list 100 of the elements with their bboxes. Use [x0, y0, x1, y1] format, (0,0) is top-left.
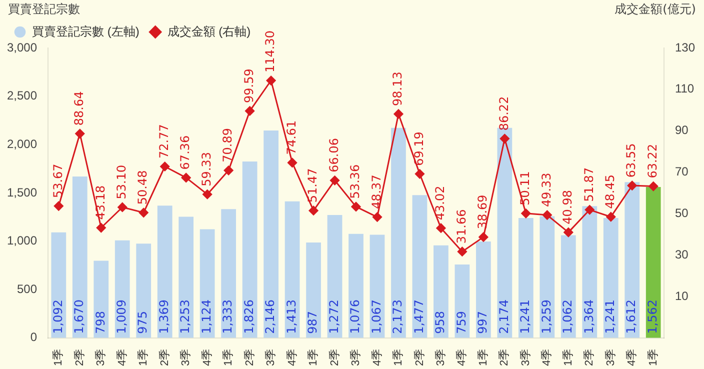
y-tick-label: 500 [17, 282, 38, 296]
data-label: 99.59 [242, 68, 256, 103]
data-label: 1,259 [539, 300, 554, 334]
bar [348, 234, 364, 338]
data-label: 1,369 [156, 300, 171, 334]
point [394, 109, 404, 119]
y2-tick-label: 10 [674, 288, 689, 303]
data-label: 63.55 [624, 143, 638, 178]
y2-tick-label: 70 [674, 164, 689, 179]
point [202, 190, 212, 200]
data-label: 48.37 [369, 174, 384, 210]
bar [94, 260, 109, 338]
x-tick-label: 2季 [498, 348, 511, 366]
y2-tick-label: 130 [674, 40, 696, 54]
data-label: 69.19 [412, 132, 426, 166]
data-label: 1,241 [518, 300, 532, 334]
y-tick-label: 2,500 [7, 88, 38, 103]
y2-tick-label: 50 [674, 206, 689, 220]
bar [136, 244, 152, 338]
point [542, 210, 552, 220]
data-label: 43.02 [433, 186, 448, 220]
x-tick-label: 4季 [115, 348, 128, 366]
point [564, 228, 574, 238]
data-label: 40.98 [560, 190, 575, 224]
x-tick-label: 3季 [349, 348, 362, 366]
y2-tick-label: 30 [674, 247, 689, 262]
data-label: 63.22 [645, 144, 660, 178]
data-label: 1,067 [369, 300, 384, 334]
x-tick-label: 1季 [476, 348, 490, 366]
data-label: 1,670 [72, 300, 86, 334]
point [54, 201, 64, 211]
point [500, 134, 510, 144]
x-tick-label: 4季 [540, 348, 554, 366]
data-label: 98.13 [390, 72, 405, 106]
bar [284, 201, 300, 338]
point [288, 158, 298, 168]
bar [51, 232, 66, 338]
x-tick-label: 4季 [370, 348, 384, 366]
data-label: 49.33 [539, 172, 554, 208]
x-tick-label: 2季 [72, 348, 86, 366]
bar [72, 176, 88, 338]
y-tick-label: 1,500 [7, 185, 38, 200]
y-tick-label: 1,000 [7, 234, 38, 248]
data-label: 975 [136, 310, 150, 334]
x-tick-label: 3季 [518, 348, 532, 366]
y-tick-label: 0 [30, 330, 38, 344]
bar [200, 229, 215, 338]
data-label: 2,173 [390, 300, 405, 334]
bar [391, 128, 406, 338]
point [75, 128, 85, 138]
y2-tick-label: 110 [674, 82, 694, 96]
point [224, 166, 234, 176]
x-tick-label: 3季 [434, 348, 447, 366]
bar [518, 218, 534, 338]
y2-tick-label: 90 [674, 123, 689, 138]
data-label: 759 [454, 310, 468, 334]
data-label: 51.87 [582, 167, 596, 202]
bar [412, 195, 428, 338]
legend-label: 買賣登記宗數 (左軸) [32, 24, 140, 38]
legend-label: 成交金額 (右軸) [167, 24, 251, 38]
data-label: 2,174 [496, 300, 511, 334]
x-tick-label: 2季 [412, 348, 426, 366]
point [627, 180, 637, 190]
x-tick-label: 1季 [306, 348, 320, 366]
point [372, 212, 382, 222]
x-tick-label: 2季 [582, 348, 596, 366]
y-tick-label: 2,000 [7, 136, 38, 151]
data-label: 1,477 [412, 300, 426, 334]
data-label: 48.45 [603, 174, 618, 209]
data-label: 1,062 [560, 300, 575, 334]
data-label: 50.11 [518, 171, 532, 206]
bar [178, 216, 194, 338]
data-label: 50.48 [136, 170, 150, 205]
data-label: 1,241 [603, 300, 618, 334]
bar [646, 186, 661, 338]
point [436, 223, 446, 233]
point [181, 172, 191, 182]
bar [540, 216, 555, 338]
data-label: 67.36 [178, 135, 192, 170]
point [478, 232, 488, 242]
point [330, 176, 340, 186]
point [266, 76, 276, 86]
data-label: 31.66 [454, 209, 468, 244]
data-label: 987 [306, 310, 320, 334]
point [606, 212, 616, 222]
data-label: 59.33 [199, 152, 214, 186]
x-tick-label: 1季 [222, 348, 235, 366]
data-label: 86.22 [496, 96, 511, 131]
data-label: 1,124 [199, 300, 214, 334]
data-label: 1,562 [645, 300, 660, 334]
x-tick-label: 1季 [392, 348, 405, 366]
point [351, 202, 361, 212]
data-label: 1,333 [220, 300, 235, 334]
data-label: 66.06 [326, 138, 341, 172]
bar [221, 209, 236, 338]
data-label: 1,413 [284, 300, 298, 334]
x-tick-label: 2季 [242, 348, 256, 366]
x-tick-label: 3季 [264, 348, 278, 366]
data-label: 53.10 [114, 164, 128, 200]
bar [603, 218, 618, 338]
